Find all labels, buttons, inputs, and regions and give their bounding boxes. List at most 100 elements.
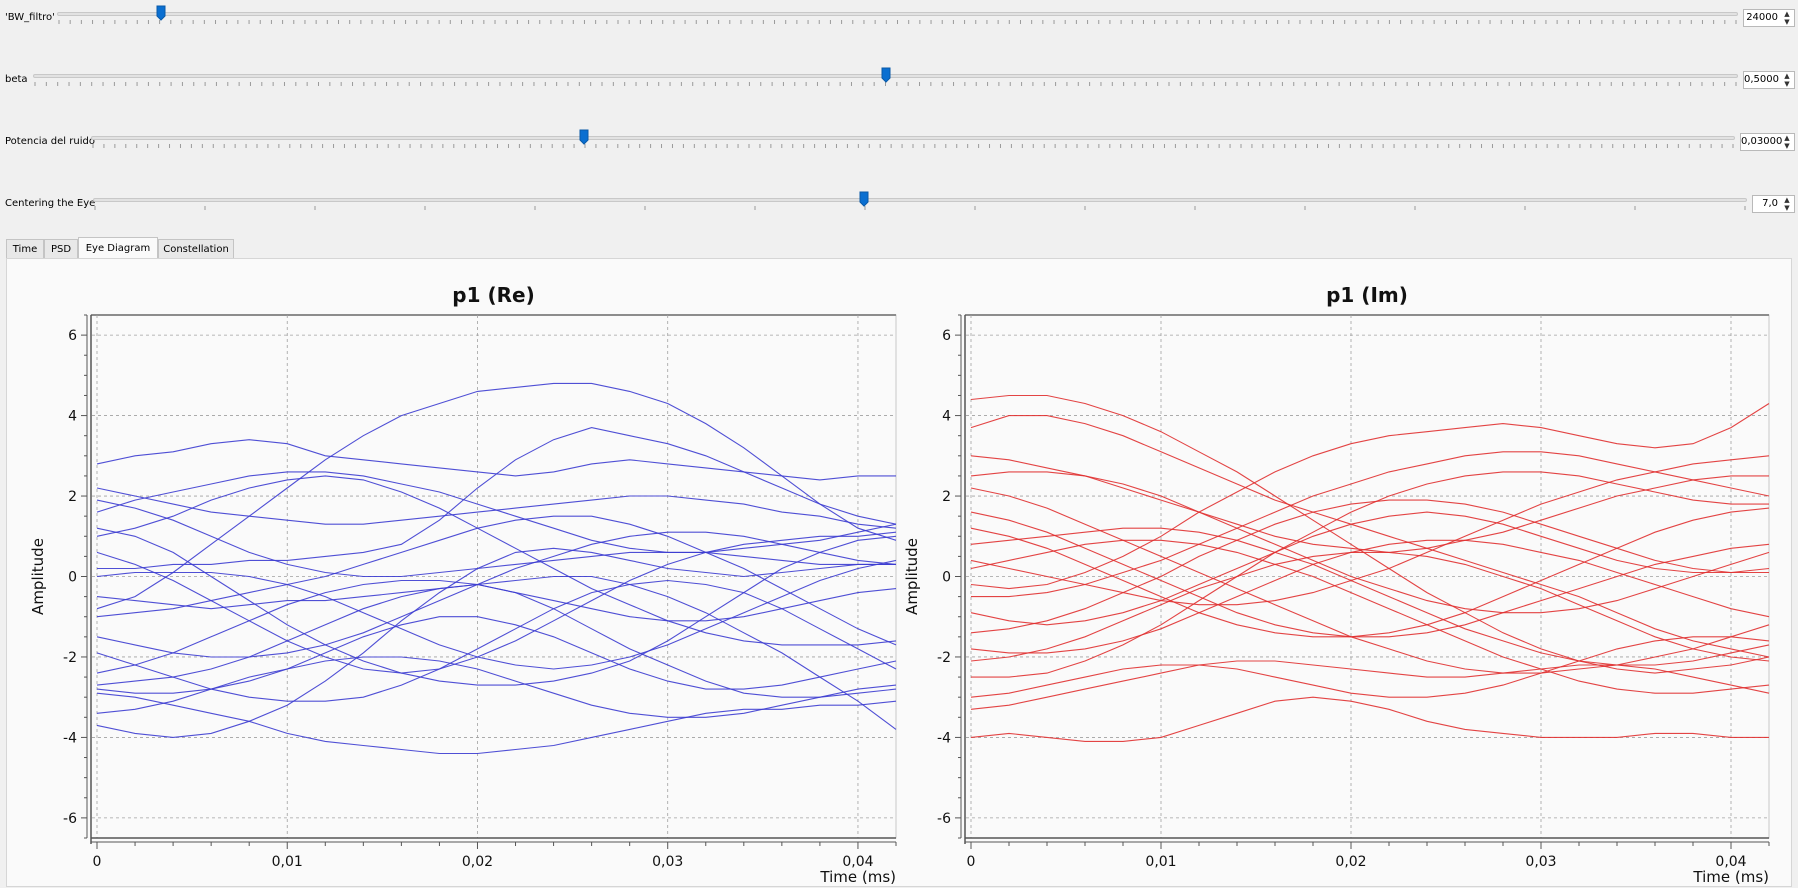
y-tick-label: 2 bbox=[68, 489, 77, 505]
eye-trace bbox=[971, 451, 1770, 598]
x-tick-label: 0 bbox=[967, 854, 976, 870]
x-axis-label: Time (ms) bbox=[819, 868, 896, 886]
eye-trace bbox=[96, 382, 897, 610]
potencia-ruido-slider[interactable] bbox=[91, 136, 1735, 140]
y-tick-label: 4 bbox=[68, 409, 77, 425]
bw-filtro-spinbox[interactable]: 24000 ▲ ▼ bbox=[1743, 9, 1795, 27]
eye-trace bbox=[96, 547, 896, 738]
eye-trace bbox=[970, 415, 1770, 658]
spin-arrows-icon[interactable]: ▲ ▼ bbox=[1784, 196, 1790, 212]
eye-trace bbox=[96, 515, 897, 646]
x-tick-label: 0,04 bbox=[1715, 854, 1746, 870]
y-tick-label: -2 bbox=[63, 650, 77, 666]
slider-thumb[interactable] bbox=[859, 191, 869, 207]
y-tick-label: -2 bbox=[937, 650, 951, 666]
tab-constellation[interactable]: Constellation bbox=[158, 239, 234, 258]
eye-trace bbox=[96, 579, 897, 674]
y-tick-label: 0 bbox=[942, 570, 951, 586]
y-tick-label: -6 bbox=[937, 811, 951, 827]
eye-trace bbox=[970, 636, 1770, 698]
eye-trace bbox=[970, 487, 1770, 674]
x-tick-label: 0,02 bbox=[1335, 854, 1366, 870]
plot-title: p1 (Re) bbox=[452, 283, 534, 307]
plot-title: p1 (Im) bbox=[1326, 283, 1408, 307]
eye-trace bbox=[970, 507, 1770, 638]
potencia-ruido-spinbox[interactable]: 0,03000 ▲ ▼ bbox=[1740, 133, 1795, 151]
slider-ticks bbox=[94, 206, 1746, 210]
y-tick-label: 2 bbox=[942, 489, 951, 505]
y-axis-label: Amplitude bbox=[29, 538, 47, 615]
slider-label: beta bbox=[5, 74, 28, 85]
bw-filtro-slider-row: 'BW_filtro' 24000 ▲ ▼ bbox=[0, 0, 1798, 62]
eye-trace bbox=[96, 487, 897, 529]
y-tick-label: -6 bbox=[63, 811, 77, 827]
eye-trace bbox=[970, 527, 1770, 666]
eye-trace bbox=[96, 579, 897, 702]
slider-thumb[interactable] bbox=[881, 67, 891, 83]
centering-eye-slider[interactable] bbox=[93, 198, 1747, 202]
y-tick-label: 0 bbox=[68, 570, 77, 586]
y-axis-label: Amplitude bbox=[903, 538, 921, 615]
eye-trace bbox=[970, 455, 1770, 606]
eye-trace bbox=[970, 696, 1769, 742]
spin-arrows-icon[interactable]: ▲ ▼ bbox=[1784, 134, 1790, 150]
eye-trace bbox=[970, 499, 1769, 634]
tab-psd[interactable]: PSD bbox=[44, 239, 78, 258]
spinbox-value: 0,5000 bbox=[1744, 74, 1779, 85]
eye-trace bbox=[970, 539, 1770, 694]
eye-trace bbox=[96, 616, 897, 694]
spinbox-value: 0,03000 bbox=[1741, 136, 1783, 147]
x-tick-label: 0,02 bbox=[462, 854, 493, 870]
eye-trace bbox=[970, 511, 1770, 626]
eye-trace bbox=[970, 403, 1770, 590]
slider-label: Centering the Eye bbox=[5, 198, 96, 209]
tab-label: Time bbox=[12, 244, 38, 255]
y-tick-label: 4 bbox=[942, 409, 951, 425]
tab-label: Constellation bbox=[163, 244, 229, 255]
eye-trace bbox=[96, 499, 896, 578]
spinbox-value: 24000 bbox=[1746, 12, 1778, 23]
x-tick-label: 0 bbox=[93, 854, 102, 870]
eye-trace bbox=[96, 656, 897, 718]
spin-arrows-icon[interactable]: ▲ ▼ bbox=[1784, 72, 1790, 88]
eye-trace bbox=[970, 394, 1770, 674]
centering-eye-spinbox[interactable]: 7,0 ▲ ▼ bbox=[1752, 195, 1795, 213]
y-tick-label: -4 bbox=[937, 730, 951, 746]
spin-arrows-icon[interactable]: ▲ ▼ bbox=[1784, 10, 1790, 26]
x-axis-label: Time (ms) bbox=[1692, 868, 1769, 886]
eye-trace bbox=[96, 531, 897, 674]
tab-label: PSD bbox=[50, 244, 72, 255]
x-tick-label: 0,01 bbox=[1145, 854, 1176, 870]
eye-trace bbox=[96, 527, 897, 686]
potencia-ruido-slider-row: Potencia del ruido 0,03000 ▲ ▼ bbox=[0, 124, 1798, 186]
plot-area bbox=[964, 314, 1770, 839]
y-tick-label: -4 bbox=[63, 730, 77, 746]
x-tick-label: 0,03 bbox=[1525, 854, 1556, 870]
y-tick-label: 6 bbox=[942, 328, 951, 344]
x-tick-label: 0,03 bbox=[652, 854, 683, 870]
beta-slider-row: beta 0,5000 ▲ ▼ bbox=[0, 62, 1798, 124]
x-tick-label: 0,04 bbox=[842, 854, 873, 870]
eye-trace bbox=[96, 531, 897, 658]
slider-thumb[interactable] bbox=[156, 5, 166, 21]
tab-label: Eye Diagram bbox=[85, 243, 151, 254]
eye-trace bbox=[96, 475, 897, 646]
y-tick-label: 6 bbox=[68, 328, 77, 344]
bw-filtro-slider[interactable] bbox=[57, 12, 1738, 16]
eye-trace bbox=[970, 551, 1770, 662]
slider-ticks bbox=[58, 20, 1737, 24]
x-tick-label: 0,01 bbox=[272, 854, 303, 870]
slider-label: 'BW_filtro' bbox=[5, 12, 55, 23]
beta-spinbox[interactable]: 0,5000 ▲ ▼ bbox=[1743, 71, 1795, 89]
tab-eye-diagram[interactable]: Eye Diagram bbox=[78, 237, 158, 259]
slider-thumb[interactable] bbox=[579, 129, 589, 145]
eye-trace bbox=[971, 471, 1769, 678]
eye-trace bbox=[96, 559, 897, 670]
tab-time[interactable]: Time bbox=[6, 239, 44, 258]
centering-eye-slider-row: Centering the Eye 7,0 ▲ ▼ bbox=[0, 186, 1798, 248]
eye-trace bbox=[970, 471, 1770, 614]
eye-trace bbox=[970, 455, 1769, 553]
tab-panel: p1 (Re) 6 4 2 0 -2 -4 -6 0 0,01 0,02 0,03 0,04 Time (… bbox=[6, 258, 1792, 887]
